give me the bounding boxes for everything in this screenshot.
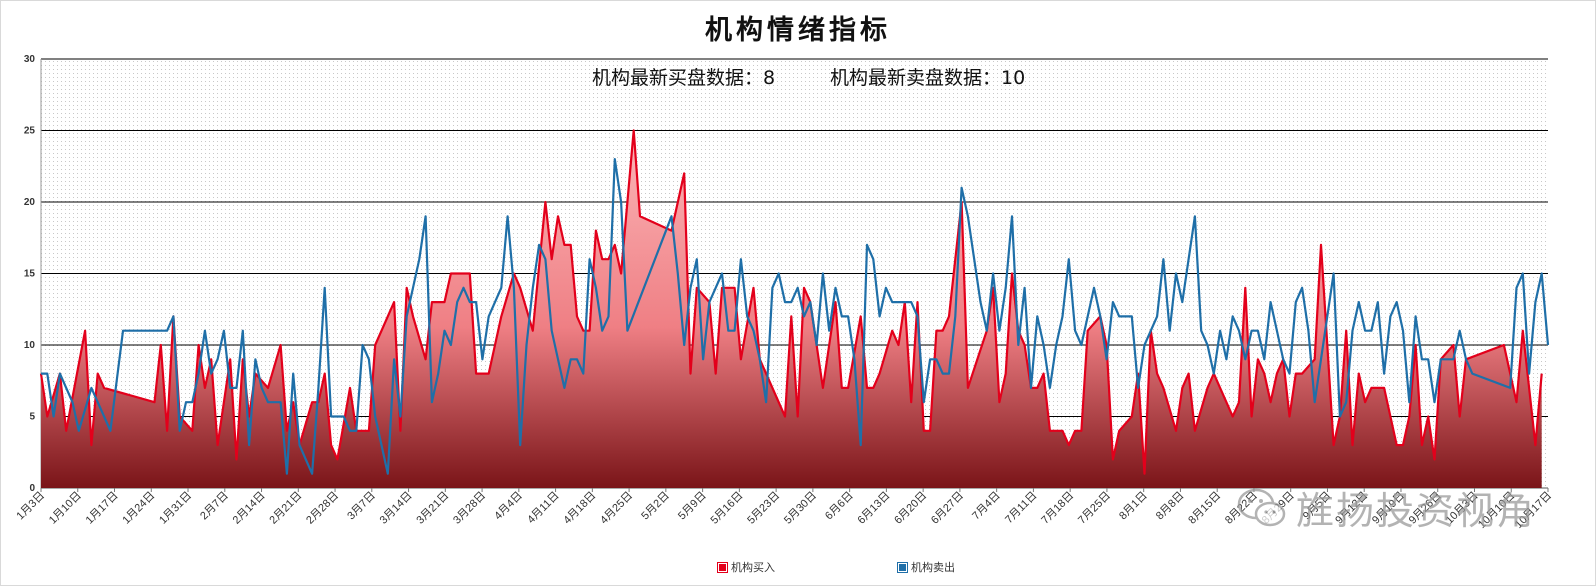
x-tick-label: 4月18日 <box>561 490 598 527</box>
x-tick-label: 5月2日 <box>639 490 672 523</box>
x-tick-label: 5月30日 <box>782 490 819 527</box>
y-tick-label: 20 <box>24 197 36 208</box>
x-tick-label: 5月16日 <box>708 490 745 527</box>
y-tick-label: 15 <box>24 269 36 280</box>
x-tick-label: 2月21日 <box>267 490 304 527</box>
series-line-sell <box>41 158 1550 475</box>
x-tick-label: 1月3日 <box>14 490 47 523</box>
x-tick-label: 3月14日 <box>378 490 415 527</box>
watermark-text: 旌扬投资视角 <box>1296 489 1537 533</box>
legend-item-sell: 机构卖出 <box>897 559 955 575</box>
x-tick-label: 8月1日 <box>1117 490 1150 523</box>
x-tick-label: 6月20日 <box>892 490 929 527</box>
x-tick-label: 4月25日 <box>598 490 635 527</box>
y-tick-label: 30 <box>24 54 36 65</box>
x-tick-label: 8月15日 <box>1186 490 1223 527</box>
y-tick-label: 25 <box>24 126 36 137</box>
legend-label-buy: 机构买入 <box>731 561 775 574</box>
series-layer <box>39 129 1550 488</box>
latest-sell-annotation: 机构最新卖盘数据：10 <box>830 67 1026 89</box>
y-tick-label: 10 <box>24 340 36 351</box>
x-tick-label: 8月8日 <box>1154 490 1187 523</box>
y-tick-label: 5 <box>29 412 35 423</box>
x-tick-label: 4月11日 <box>525 490 561 526</box>
y-axis-ticks: 0 5 10 15 20 25 30 <box>24 54 36 494</box>
x-tick-label: 7月18日 <box>1039 490 1076 527</box>
chart-title: 机构情绪指标 <box>705 15 891 46</box>
legend-swatch-sell <box>897 561 908 573</box>
latest-buy-annotation: 机构最新买盘数据：8 <box>592 67 776 89</box>
y-tick-label: 0 <box>29 483 35 494</box>
x-tick-label: 2月28日 <box>304 490 341 527</box>
x-tick-label: 3月28日 <box>451 490 488 527</box>
x-tick-label: 7月11日 <box>1003 490 1039 526</box>
legend-item-buy: 机构买入 <box>717 559 775 575</box>
x-tick-label: 3月21日 <box>414 490 451 527</box>
x-tick-label: 1月24日 <box>120 490 157 527</box>
x-tick-label: 3月7日 <box>345 490 378 523</box>
x-tick-label: 4月4日 <box>492 490 525 523</box>
series-line-buy <box>39 129 1543 475</box>
x-tick-label: 5月23日 <box>745 490 782 527</box>
x-tick-label: 1月17日 <box>84 490 121 527</box>
x-tick-label: 6月27日 <box>929 490 966 527</box>
wechat-icon <box>1237 488 1286 526</box>
x-tick-label: 7月4日 <box>970 490 1003 523</box>
x-tick-label: 6月6日 <box>823 490 856 523</box>
x-tick-label: 1月10日 <box>47 490 84 527</box>
x-tick-label: 2月7日 <box>198 490 231 523</box>
x-tick-label: 5月9日 <box>676 490 709 523</box>
watermark: 旌扬投资视角 <box>1236 480 1536 535</box>
x-tick-label: 7月25日 <box>1076 490 1113 527</box>
x-tick-label: 6月13日 <box>855 490 892 527</box>
legend-label-sell: 机构卖出 <box>911 561 955 574</box>
x-tick-label: 2月14日 <box>231 490 268 527</box>
legend-swatch-buy <box>717 561 728 573</box>
x-tick-label: 1月31日 <box>157 490 194 527</box>
